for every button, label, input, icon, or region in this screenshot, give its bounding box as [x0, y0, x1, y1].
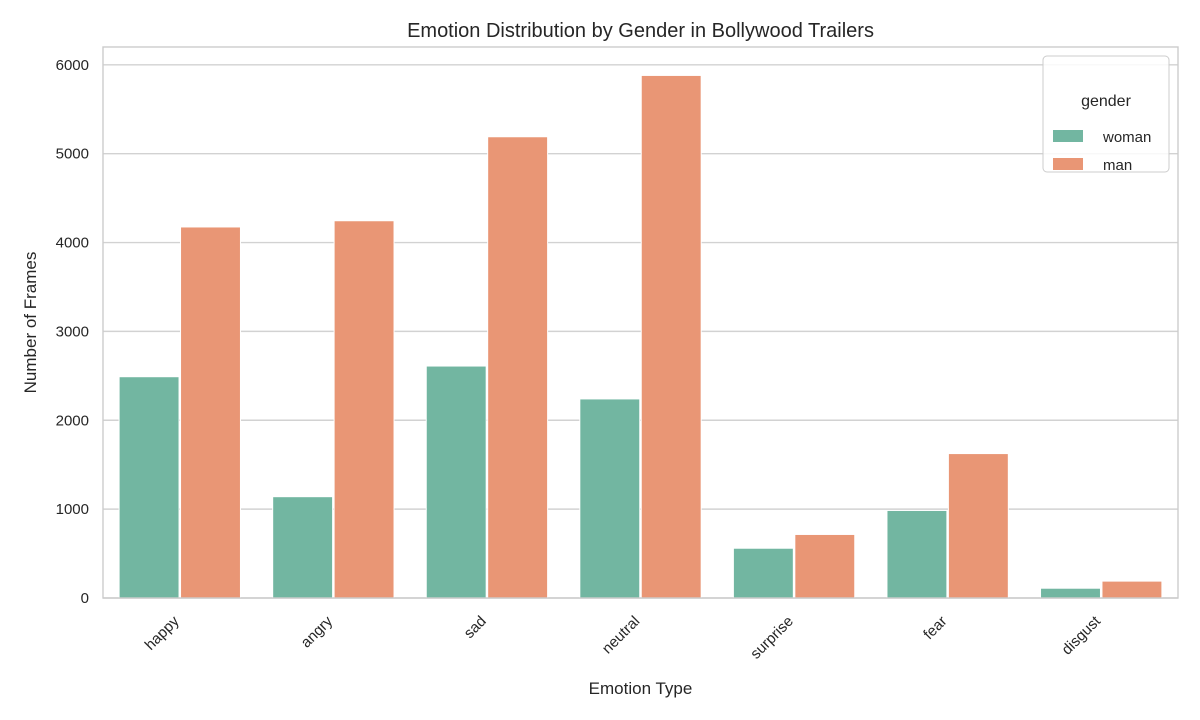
- bar-woman-surprise: [732, 547, 794, 599]
- bar-woman-sad: [425, 365, 487, 599]
- bar-man-neutral: [640, 74, 702, 599]
- bar-woman-disgust: [1040, 587, 1101, 599]
- x-tick-label: angry: [298, 612, 337, 651]
- bar-man-surprise: [794, 533, 856, 599]
- bar-woman-fear: [886, 509, 948, 599]
- y-tick-label: 3000: [56, 323, 89, 340]
- bar-man-disgust: [1101, 580, 1163, 599]
- legend-title: gender: [1081, 93, 1131, 110]
- legend-label-woman: woman: [1102, 129, 1151, 146]
- plot-area: [103, 47, 1178, 598]
- bar-woman-happy: [118, 376, 180, 599]
- legend-label-man: man: [1103, 157, 1132, 174]
- chart-title: Emotion Distribution by Gender in Bollyw…: [407, 20, 874, 42]
- y-axis-label: Number of Frames: [21, 252, 40, 394]
- x-tick-label: surprise: [747, 613, 797, 663]
- y-tick-label: 1000: [56, 501, 89, 518]
- bar-woman-neutral: [579, 398, 641, 599]
- y-tick-labels: 0 1000 2000 3000 4000 5000 6000: [56, 57, 89, 607]
- x-tick-label: happy: [142, 612, 183, 653]
- bars: [118, 74, 1163, 599]
- x-tick-label: fear: [920, 613, 950, 643]
- legend-swatch-man: [1053, 158, 1083, 170]
- x-axis-label: Emotion Type: [589, 679, 693, 698]
- y-tick-label: 4000: [56, 235, 89, 252]
- legend: gender woman man: [1042, 55, 1170, 174]
- x-tick-label: disgust: [1058, 612, 1104, 658]
- bar-man-happy: [180, 226, 241, 599]
- plot-border: [102, 46, 1179, 599]
- x-tick-label: sad: [461, 613, 490, 642]
- y-tick-label: 2000: [56, 412, 89, 429]
- y-tick-label: 6000: [56, 57, 89, 74]
- legend-items: woman man: [1053, 129, 1151, 174]
- plot-frame: [102, 46, 1179, 599]
- legend-box: [1042, 55, 1170, 173]
- bar-man-angry: [333, 220, 395, 599]
- x-tick-label: neutral: [599, 613, 643, 657]
- legend-swatch-woman: [1053, 130, 1083, 142]
- bar-woman-angry: [272, 496, 334, 599]
- y-tick-label: 0: [81, 590, 89, 607]
- bar-man-fear: [947, 453, 1009, 599]
- y-tick-label: 5000: [56, 146, 89, 163]
- bar-man-sad: [487, 136, 549, 599]
- x-tick-labels: happy angry sad neutral surprise fear disgust: [142, 612, 1105, 662]
